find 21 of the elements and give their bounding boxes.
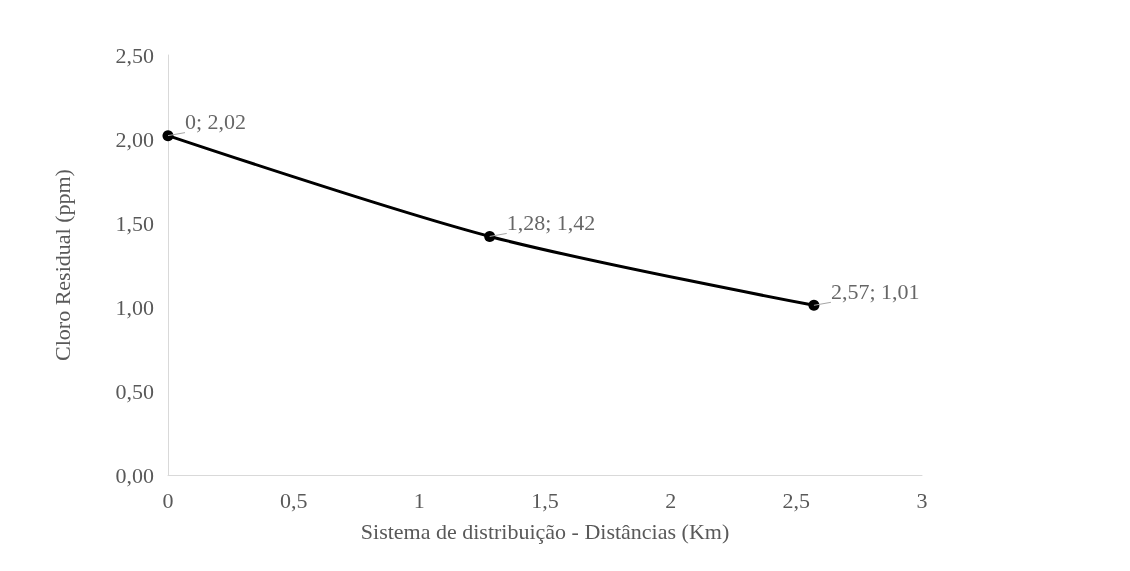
- x-tick-label: 0: [162, 487, 174, 513]
- x-tick-label: 3: [916, 487, 928, 513]
- y-tick-label: 0,50: [115, 378, 154, 404]
- y-tick-label: 0,00: [115, 462, 154, 488]
- point: [808, 299, 820, 311]
- annotation: 0; 2,02: [185, 109, 247, 135]
- y-axis-title: Cloro Residual (ppm): [49, 169, 75, 361]
- point: [484, 230, 496, 242]
- annotation: 2,57; 1,01: [830, 278, 920, 304]
- y-tick-label: 1,50: [115, 210, 154, 236]
- x-tick-label: 0,5: [279, 487, 308, 513]
- y-tick-label: 2,50: [115, 42, 154, 68]
- x-tick-label: 2,5: [782, 487, 811, 513]
- point: [162, 130, 174, 142]
- x-tick-label: 2: [665, 487, 677, 513]
- y-tick-label: 2,00: [115, 126, 154, 152]
- annotation: 1,28; 1,42: [506, 209, 596, 235]
- y-tick-label: 1,00: [115, 294, 154, 320]
- x-tick-label: 1,5: [531, 487, 559, 513]
- x-axis-title: Sistema de distribuição - Distâncias (Km): [360, 518, 730, 544]
- x-tick-label: 1: [413, 487, 425, 513]
